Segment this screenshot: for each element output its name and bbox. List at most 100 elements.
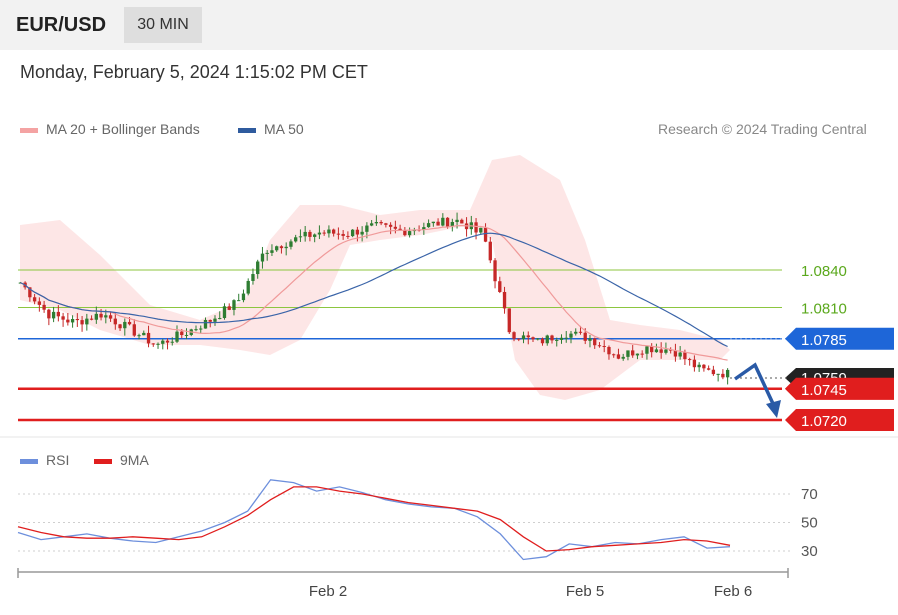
candle-body <box>659 349 663 353</box>
candle-body <box>578 331 583 333</box>
rsi-9ma-line <box>17 486 731 552</box>
forecast-arrow <box>733 362 777 409</box>
candle-body <box>85 318 89 325</box>
candle-body <box>327 229 331 234</box>
candles-group <box>18 212 730 385</box>
candle-body <box>180 331 184 336</box>
candle-body <box>251 274 255 281</box>
candle-body <box>127 321 132 325</box>
candle-body <box>555 339 559 341</box>
candle-body <box>683 352 687 360</box>
candle-body <box>346 235 350 237</box>
candle-body <box>108 315 113 319</box>
candle-body <box>28 287 32 298</box>
candle-body <box>322 232 326 234</box>
candle-body <box>588 338 592 341</box>
candle-body <box>626 350 630 357</box>
legend-9ma: 9MA <box>94 452 149 468</box>
candle-body <box>545 335 549 344</box>
legend-ma20-label: MA 20 + Bollinger Bands <box>46 121 200 137</box>
candle-body <box>559 337 564 340</box>
candle-body <box>706 368 711 370</box>
candle-body <box>317 232 322 235</box>
candle-body <box>474 222 478 233</box>
candle-body <box>692 359 697 368</box>
candle-body <box>56 311 61 317</box>
candle-body <box>275 246 279 251</box>
candle-body <box>42 304 46 310</box>
candle-body <box>388 224 393 227</box>
candle-body <box>540 338 545 344</box>
candle-body <box>99 313 103 318</box>
candle-body <box>260 253 265 262</box>
legend-ma50-swatch <box>238 127 256 133</box>
candle-body <box>602 346 606 348</box>
candle-body <box>279 246 284 249</box>
candle-body <box>94 313 98 320</box>
candle-body <box>222 306 227 319</box>
candle-body <box>650 346 654 353</box>
timeframe-badge[interactable]: 30 MIN <box>124 7 202 43</box>
candle-body <box>208 319 212 322</box>
candle-body <box>218 318 222 320</box>
candle-body <box>161 340 165 344</box>
date-line: Monday, February 5, 2024 1:15:02 PM CET <box>20 62 368 82</box>
candle-body <box>393 226 398 229</box>
candle-body <box>32 297 37 302</box>
candle-body <box>313 234 317 237</box>
candle-body <box>331 229 336 234</box>
candle-body <box>303 231 307 237</box>
candle-body <box>398 228 402 231</box>
candle-body <box>678 352 682 357</box>
rsi-tick-30: 30 <box>801 543 818 560</box>
candle-body <box>199 328 203 330</box>
symbol-title: EUR/USD <box>16 14 107 36</box>
candle-body <box>635 353 640 356</box>
candle-body <box>241 293 246 301</box>
candle-body <box>483 227 488 242</box>
candle-body <box>536 338 540 340</box>
candle-body <box>289 241 293 247</box>
candle-body <box>593 338 597 346</box>
candle-body <box>37 301 42 305</box>
legend-rsi-label: RSI <box>46 452 70 468</box>
candle-body <box>498 281 502 292</box>
candle-body <box>597 345 602 347</box>
candle-body <box>75 318 79 321</box>
candle-body <box>403 230 407 236</box>
candle-body <box>89 318 94 320</box>
candle-body <box>502 291 507 309</box>
legend-9ma-swatch <box>94 458 112 464</box>
candle-body <box>66 319 70 323</box>
candle-body <box>360 231 364 235</box>
legend-ma20: MA 20 + Bollinger Bands <box>20 121 200 137</box>
candle-body <box>213 318 217 322</box>
candle-body <box>436 221 440 226</box>
candle-body <box>654 349 659 353</box>
candle-body <box>298 236 303 238</box>
level-tag-1.0720 <box>785 409 894 431</box>
candle-body <box>246 280 250 294</box>
forecast-arrowhead <box>766 400 781 418</box>
candle-body <box>517 338 521 340</box>
candle-body <box>80 320 84 325</box>
candle-body <box>512 332 516 339</box>
legend-rsi: RSI <box>20 452 69 468</box>
candle-body <box>574 331 578 334</box>
candle-body <box>137 335 141 337</box>
candle-body <box>669 349 673 351</box>
ma20-line <box>20 224 728 361</box>
rsi-tick-70: 70 <box>801 486 818 503</box>
candle-body <box>697 364 701 368</box>
candle-body <box>256 261 260 275</box>
candle-body <box>156 343 160 345</box>
candle-body <box>175 331 179 342</box>
candle-body <box>151 343 155 345</box>
candle-body <box>673 350 678 357</box>
candle-body <box>308 231 312 237</box>
candle-body <box>407 231 412 236</box>
candle-body <box>422 227 426 230</box>
candle-body <box>716 373 720 375</box>
candle-body <box>702 364 706 369</box>
